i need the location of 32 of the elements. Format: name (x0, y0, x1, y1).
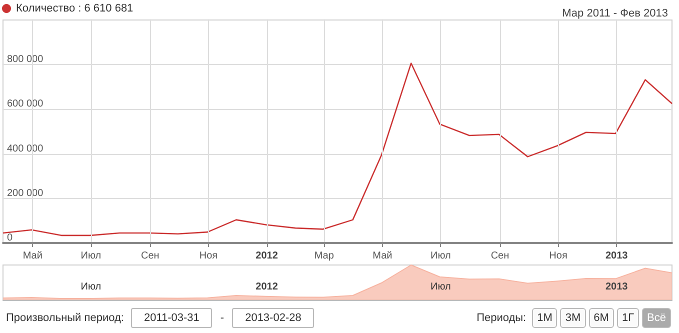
text: 3М (560, 308, 586, 328)
x-tick-label: 2012 (256, 250, 278, 262)
text: - (220, 312, 224, 324)
legend-label: Количество : 6 610 681 (16, 2, 134, 14)
x-tick-label: Сен (141, 250, 160, 262)
x-tick-label: Июл (80, 250, 102, 262)
x-tick-label: Ноя (199, 250, 218, 262)
text: 6М (588, 308, 614, 328)
y-tick-label: 200 000 (7, 188, 44, 199)
x-tick-label: Мар (314, 250, 334, 262)
text: 1Г (616, 308, 640, 328)
text: 2013-02-28 (232, 308, 314, 328)
x-tick-label: 2013 (605, 250, 628, 262)
x-tick-label: Сен (490, 250, 510, 262)
y-tick-label: 600 000 (7, 98, 44, 110)
text: 1М (532, 308, 558, 328)
x-tick-label: 2012 (256, 282, 278, 292)
text: Произвольный период: (6, 312, 124, 324)
text: Периоды: (476, 312, 526, 324)
chart-subtitle: Мар 2011 - Фев 2013 (562, 8, 668, 20)
x-tick-label: Ноя (549, 250, 568, 262)
x-tick-label: Май (22, 250, 42, 262)
y-tick-label: 400 000 (7, 143, 44, 154)
y-tick-label: 800 000 (7, 54, 44, 66)
x-tick-label: Июл (430, 282, 452, 292)
y-tick-label: 0 (7, 232, 13, 244)
text: Всё (642, 308, 671, 328)
x-tick-label: Июл (80, 282, 102, 292)
x-tick-label: Май (372, 250, 392, 262)
text: 2011-03-31 (130, 308, 212, 328)
x-tick-label: Июл (430, 250, 452, 262)
x-tick-label: 2013 (605, 282, 628, 292)
